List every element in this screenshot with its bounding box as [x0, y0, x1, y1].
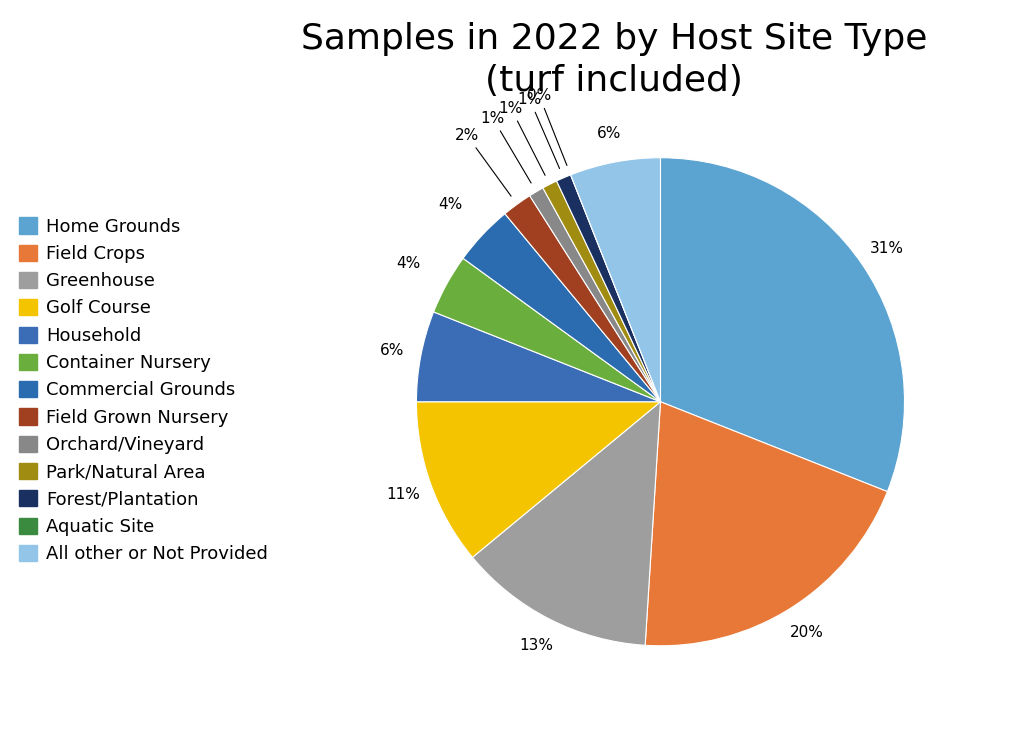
Wedge shape: [472, 402, 660, 645]
Wedge shape: [433, 258, 660, 402]
Text: 4%: 4%: [396, 255, 420, 271]
Text: 1%: 1%: [480, 111, 531, 183]
Text: 0%: 0%: [527, 88, 567, 165]
Wedge shape: [463, 214, 660, 402]
Text: 13%: 13%: [519, 638, 553, 652]
Text: 6%: 6%: [597, 126, 622, 141]
Wedge shape: [543, 181, 660, 402]
Wedge shape: [645, 402, 888, 646]
Legend: Home Grounds, Field Crops, Greenhouse, Golf Course, Household, Container Nursery: Home Grounds, Field Crops, Greenhouse, G…: [19, 217, 268, 563]
Text: 31%: 31%: [869, 240, 903, 256]
Text: 4%: 4%: [438, 197, 463, 212]
Wedge shape: [529, 188, 660, 402]
Wedge shape: [570, 175, 660, 402]
Wedge shape: [417, 402, 660, 557]
Wedge shape: [505, 196, 660, 402]
Text: 1%: 1%: [517, 92, 559, 169]
Text: 20%: 20%: [790, 625, 824, 640]
Wedge shape: [557, 175, 660, 402]
Text: 6%: 6%: [380, 343, 404, 358]
Wedge shape: [660, 158, 904, 492]
Wedge shape: [417, 312, 660, 402]
Text: 2%: 2%: [455, 128, 511, 196]
Text: 1%: 1%: [499, 100, 545, 176]
Text: Samples in 2022 by Host Site Type
(turf included): Samples in 2022 by Host Site Type (turf …: [301, 22, 928, 98]
Text: 11%: 11%: [386, 487, 420, 502]
Wedge shape: [570, 158, 660, 402]
